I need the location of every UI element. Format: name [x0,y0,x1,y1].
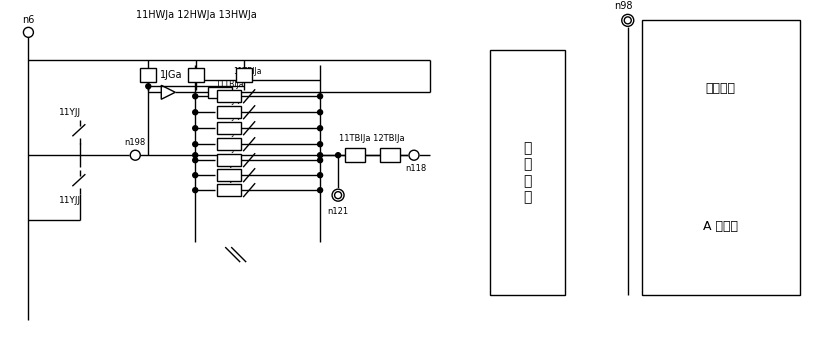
Circle shape [146,84,150,89]
Text: I: I [354,150,356,160]
Circle shape [193,173,198,178]
Circle shape [318,126,323,131]
Circle shape [318,158,323,163]
Bar [217,184,241,196]
Text: n121: n121 [328,206,349,216]
Bar [641,20,799,295]
Circle shape [409,150,419,160]
Text: 11TBIJa: 11TBIJa [233,67,262,76]
Circle shape [624,17,631,24]
Text: 11YJJ: 11YJJ [59,108,81,117]
Text: 11YJJ: 11YJJ [59,196,81,205]
Bar [189,68,204,82]
Circle shape [622,14,634,26]
Text: STJa: STJa [221,174,237,183]
Circle shape [318,110,323,115]
Bar [237,68,252,82]
Text: 11TBIJa 12TBIJa: 11TBIJa 12TBIJa [339,134,405,143]
Circle shape [193,142,198,147]
Circle shape [335,192,341,199]
Bar [217,138,241,150]
Text: A 相跳闸: A 相跳闸 [703,220,738,233]
Text: 合位监视: 合位监视 [706,82,736,95]
Circle shape [193,158,198,163]
Bar [217,106,241,118]
Text: 11HWJa 12HWJa 13HWJa: 11HWJa 12HWJa 13HWJa [136,10,257,20]
Circle shape [318,153,323,158]
Bar [217,169,241,181]
Circle shape [318,188,323,193]
Text: V: V [241,70,247,80]
Circle shape [130,150,141,160]
Circle shape [193,153,198,158]
Text: V: V [145,70,151,80]
Text: n6: n6 [22,15,35,25]
Circle shape [318,94,323,99]
Bar [217,90,241,102]
Text: I: I [389,150,391,160]
Text: 11TJQ: 11TJQ [218,96,241,105]
Text: 12TJR: 12TJR [219,144,240,153]
Circle shape [24,27,33,37]
Bar [380,148,400,162]
Bar [345,148,365,162]
Text: 12TJQ: 12TJQ [218,112,241,121]
Text: 11TBIJa: 11TBIJa [215,80,243,89]
Text: n198: n198 [124,138,146,147]
Text: n98: n98 [615,1,633,11]
Circle shape [318,173,323,178]
Bar [490,50,565,295]
Text: 1JGa: 1JGa [160,70,183,80]
Bar [217,122,241,134]
Circle shape [193,94,198,99]
Text: 操
作
机
构: 操 作 机 构 [524,141,532,204]
Bar [141,68,156,82]
Circle shape [332,189,344,201]
Circle shape [193,110,198,115]
Circle shape [336,153,341,158]
Circle shape [193,126,198,131]
Circle shape [318,142,323,147]
Text: STJa: STJa [221,159,237,168]
Circle shape [193,188,198,193]
Text: n118: n118 [406,164,427,173]
Text: 11TJR: 11TJR [219,128,240,137]
Text: V: V [193,70,199,80]
Bar [217,154,241,166]
Bar [208,87,233,98]
